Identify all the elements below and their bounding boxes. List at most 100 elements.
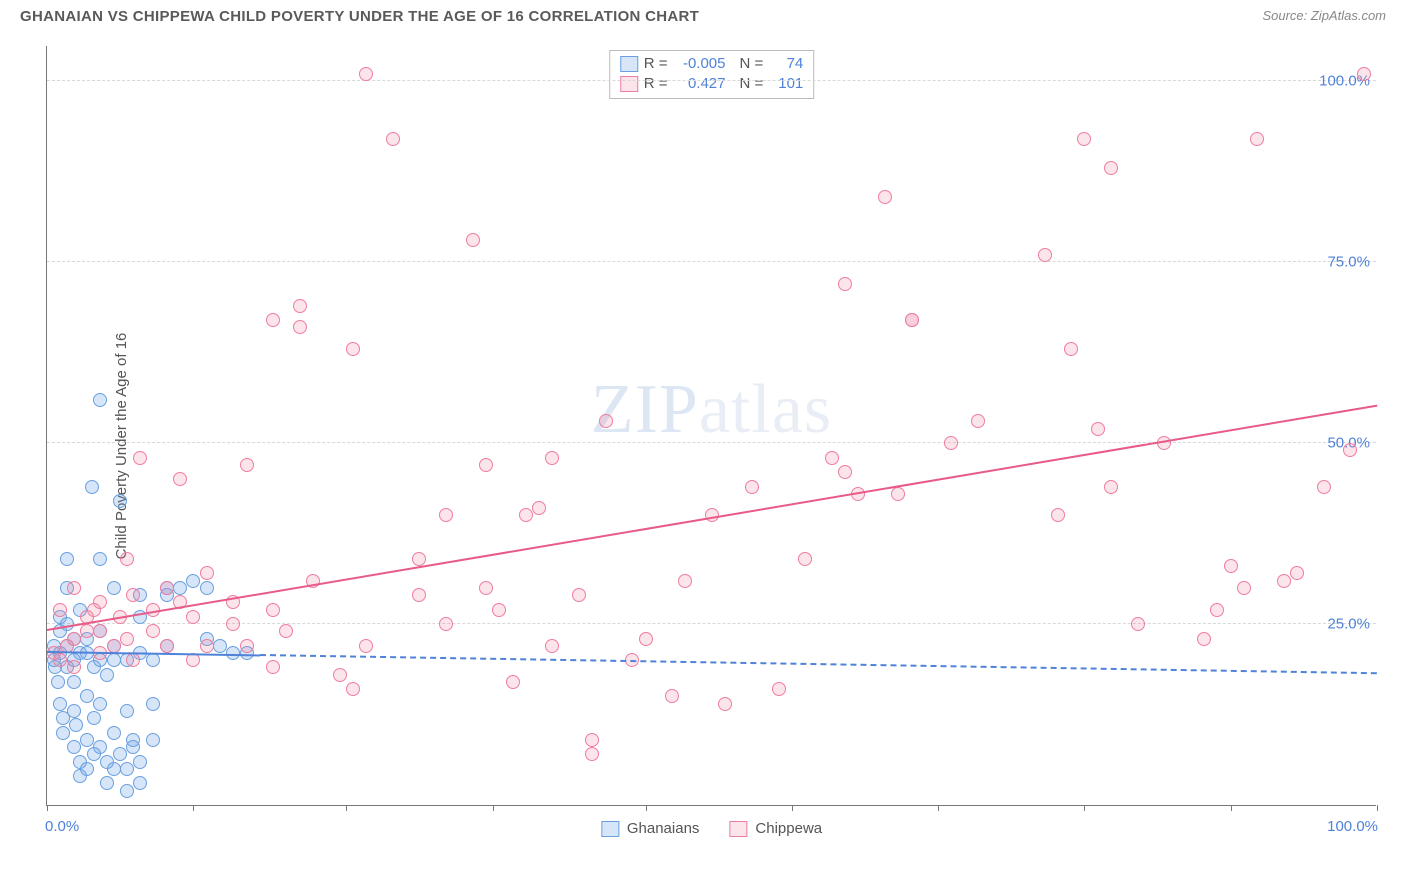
data-point bbox=[100, 668, 114, 682]
data-point bbox=[120, 704, 134, 718]
data-point bbox=[67, 660, 81, 674]
data-point bbox=[186, 610, 200, 624]
data-point bbox=[545, 639, 559, 653]
data-point bbox=[80, 624, 94, 638]
data-point bbox=[585, 747, 599, 761]
data-point bbox=[93, 624, 107, 638]
data-point bbox=[200, 566, 214, 580]
data-point bbox=[745, 480, 759, 494]
data-point bbox=[479, 458, 493, 472]
legend-stat-row: R =0.427N =101 bbox=[620, 74, 804, 94]
legend-label: Ghanaians bbox=[627, 820, 700, 837]
data-point bbox=[279, 624, 293, 638]
legend-stat-row: R =-0.005N =74 bbox=[620, 54, 804, 74]
data-point bbox=[53, 697, 67, 711]
x-tick bbox=[1084, 805, 1085, 811]
y-tick-label: 75.0% bbox=[1327, 254, 1370, 271]
data-point bbox=[200, 639, 214, 653]
x-tick bbox=[1231, 805, 1232, 811]
data-point bbox=[1051, 508, 1065, 522]
data-point bbox=[346, 682, 360, 696]
data-point bbox=[878, 190, 892, 204]
data-point bbox=[506, 675, 520, 689]
data-point bbox=[718, 697, 732, 711]
data-point bbox=[944, 436, 958, 450]
data-point bbox=[678, 574, 692, 588]
data-point bbox=[466, 233, 480, 247]
chart-title: GHANAIAN VS CHIPPEWA CHILD POVERTY UNDER… bbox=[20, 8, 699, 25]
data-point bbox=[971, 414, 985, 428]
data-point bbox=[266, 313, 280, 327]
x-tick bbox=[193, 805, 194, 811]
gridline bbox=[47, 623, 1376, 624]
x-tick bbox=[47, 805, 48, 811]
data-point bbox=[519, 508, 533, 522]
data-point bbox=[107, 726, 121, 740]
data-point bbox=[80, 689, 94, 703]
data-point bbox=[293, 320, 307, 334]
data-point bbox=[240, 458, 254, 472]
data-point bbox=[772, 682, 786, 696]
data-point bbox=[333, 668, 347, 682]
data-point bbox=[266, 603, 280, 617]
data-point bbox=[665, 689, 679, 703]
legend-item: Ghanaians bbox=[601, 820, 700, 837]
stat-n-value: 74 bbox=[769, 54, 803, 74]
data-point bbox=[825, 451, 839, 465]
data-point bbox=[412, 588, 426, 602]
data-point bbox=[100, 776, 114, 790]
stat-r-value: -0.005 bbox=[674, 54, 726, 74]
data-point bbox=[67, 740, 81, 754]
legend-swatch bbox=[620, 56, 638, 72]
x-axis-min-label: 0.0% bbox=[45, 818, 79, 835]
data-point bbox=[798, 552, 812, 566]
data-point bbox=[1210, 603, 1224, 617]
data-point bbox=[439, 508, 453, 522]
data-point bbox=[1104, 480, 1118, 494]
x-tick bbox=[493, 805, 494, 811]
data-point bbox=[213, 639, 227, 653]
stat-r-label: R = bbox=[644, 74, 668, 94]
data-point bbox=[293, 299, 307, 313]
data-point bbox=[53, 653, 67, 667]
data-point bbox=[120, 784, 134, 798]
data-point bbox=[67, 581, 81, 595]
legend-label: Chippewa bbox=[755, 820, 822, 837]
data-point bbox=[160, 639, 174, 653]
data-point bbox=[1290, 566, 1304, 580]
data-point bbox=[492, 603, 506, 617]
data-point bbox=[532, 501, 546, 515]
data-point bbox=[599, 414, 613, 428]
data-point bbox=[126, 653, 140, 667]
data-point bbox=[266, 660, 280, 674]
data-point bbox=[200, 581, 214, 595]
data-point bbox=[126, 733, 140, 747]
x-axis-max-label: 100.0% bbox=[1327, 818, 1378, 835]
x-tick bbox=[1377, 805, 1378, 811]
data-point bbox=[173, 581, 187, 595]
legend-swatch bbox=[620, 76, 638, 92]
data-point bbox=[133, 451, 147, 465]
legend-swatch bbox=[729, 821, 747, 837]
data-point bbox=[1357, 67, 1371, 81]
data-point bbox=[359, 67, 373, 81]
data-point bbox=[585, 733, 599, 747]
data-point bbox=[146, 653, 160, 667]
trend-line bbox=[260, 654, 1377, 674]
stat-r-value: 0.427 bbox=[674, 74, 726, 94]
data-point bbox=[93, 740, 107, 754]
data-point bbox=[85, 480, 99, 494]
legend-swatch bbox=[601, 821, 619, 837]
data-point bbox=[1250, 132, 1264, 146]
stat-n-value: 101 bbox=[769, 74, 803, 94]
data-point bbox=[1224, 559, 1238, 573]
data-point bbox=[838, 277, 852, 291]
gridline bbox=[47, 442, 1376, 443]
data-point bbox=[639, 632, 653, 646]
data-point bbox=[240, 639, 254, 653]
data-point bbox=[186, 574, 200, 588]
data-point bbox=[891, 487, 905, 501]
data-point bbox=[1237, 581, 1251, 595]
data-point bbox=[69, 718, 83, 732]
data-point bbox=[545, 451, 559, 465]
